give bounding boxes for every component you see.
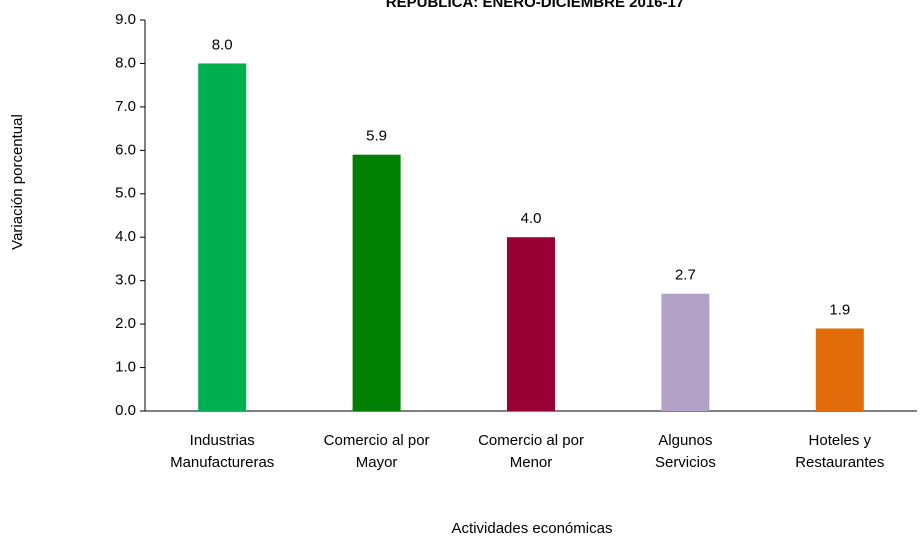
y-tick-label: 4.0 xyxy=(115,228,136,245)
x-tick-label-line: Comercio al por xyxy=(478,432,584,449)
x-tick-label-line: Servicios xyxy=(655,454,716,471)
y-axis-label: Variación porcentual xyxy=(9,114,26,250)
x-tick-label: Comercio al por Menor xyxy=(478,432,584,471)
y-tick-label: 1.0 xyxy=(115,359,136,376)
x-tick-label-line: Restaurantes xyxy=(795,454,884,471)
y-tick-label: 3.0 xyxy=(115,272,136,289)
value-label: 4.0 xyxy=(521,210,542,227)
y-tick-label: 2.0 xyxy=(115,315,136,332)
x-tick-label: Comercio al por Mayor xyxy=(324,432,430,471)
bar xyxy=(815,328,864,411)
value-label: 2.7 xyxy=(675,267,696,284)
value-label: 1.9 xyxy=(829,301,850,318)
x-tick-label: Algunos Servicios xyxy=(655,432,716,471)
x-tick-label-line: Industrias xyxy=(190,432,255,449)
chart-title: REPÚBLICA: ENERO-DICIEMBRE 2016-17 xyxy=(386,0,684,11)
x-tick-label: Industrias Manufactureras xyxy=(170,432,274,471)
bar xyxy=(661,293,710,411)
y-tick-label: 9.0 xyxy=(115,11,136,28)
y-tick-label: 7.0 xyxy=(115,98,136,115)
x-tick-label-line: Manufactureras xyxy=(170,454,274,471)
y-tick-label: 6.0 xyxy=(115,141,136,158)
y-tick-label: 8.0 xyxy=(115,54,136,71)
bar xyxy=(507,237,555,411)
x-tick-label: Hoteles y Restaurantes xyxy=(795,432,884,471)
bar xyxy=(352,154,401,411)
value-label: 5.9 xyxy=(366,128,387,145)
x-tick-label-line: Algunos xyxy=(658,432,712,449)
x-axis-label: Actividades económicas xyxy=(452,520,613,537)
bar xyxy=(198,63,247,411)
x-tick-label-line: Comercio al por xyxy=(324,432,430,449)
x-tick-label-line: Mayor xyxy=(356,454,398,471)
y-tick-label: 5.0 xyxy=(115,185,136,202)
value-label: 8.0 xyxy=(212,36,233,53)
x-tick-label-line: Menor xyxy=(510,454,553,471)
y-tick-label: 0.0 xyxy=(115,402,136,419)
x-tick-label-line: Hoteles y xyxy=(809,432,872,449)
